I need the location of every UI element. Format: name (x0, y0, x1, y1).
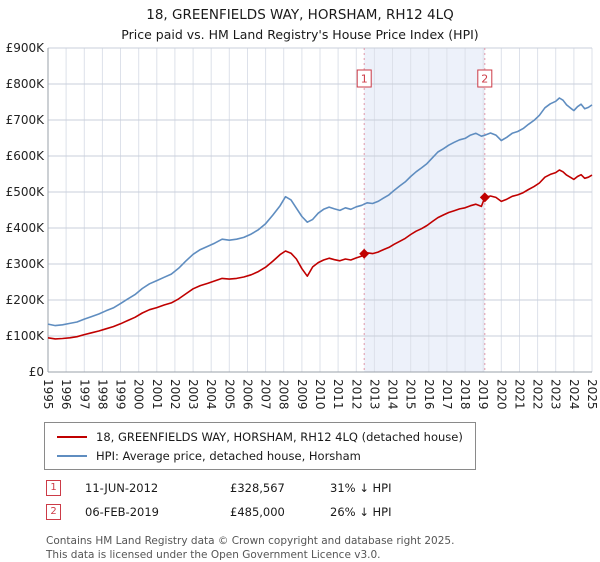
svg-text:£200K: £200K (6, 293, 46, 307)
svg-text:1995: 1995 (41, 379, 55, 410)
svg-text:1999: 1999 (114, 379, 128, 410)
svg-text:£300K: £300K (6, 257, 46, 271)
legend-item-hpi: HPI: Average price, detached house, Hors… (57, 446, 463, 465)
svg-text:2016: 2016 (422, 379, 436, 410)
sale-annotation-1: 1 11-JUN-2012 £328,567 31% ↓ HPI (46, 480, 600, 496)
chart-legend: 18, GREENFIELDS WAY, HORSHAM, RH12 4LQ (… (44, 422, 476, 470)
legend-item-property: 18, GREENFIELDS WAY, HORSHAM, RH12 4LQ (… (57, 427, 463, 446)
svg-text:£800K: £800K (6, 77, 46, 91)
sale-annotations: 1 11-JUN-2012 £328,567 31% ↓ HPI 2 06-FE… (46, 480, 600, 520)
sale-price-1: £328,567 (230, 481, 285, 495)
price-chart: 1 2 £0 £100K £200K £300K £400K £500K £600K £700K £… (6, 42, 599, 410)
sale-date-2: 06-FEB-2019 (85, 505, 159, 519)
chart-header: 18, GREENFIELDS WAY, HORSHAM, RH12 4LQ P… (0, 0, 600, 42)
svg-text:£700K: £700K (6, 113, 46, 127)
page-title: 18, GREENFIELDS WAY, HORSHAM, RH12 4LQ (146, 7, 454, 23)
svg-text:1996: 1996 (59, 379, 73, 410)
svg-text:2010: 2010 (313, 379, 327, 410)
svg-text:2013: 2013 (367, 379, 381, 410)
svg-text:2018: 2018 (458, 379, 472, 410)
sale-flag-1 (356, 69, 372, 88)
svg-text:2004: 2004 (204, 379, 218, 410)
sale-date-1: 11-JUN-2012 (85, 481, 159, 495)
svg-text:2019: 2019 (476, 379, 490, 410)
sale-number-badge-2: 2 (46, 504, 61, 520)
svg-text:2000: 2000 (132, 379, 146, 410)
svg-text:2024: 2024 (567, 379, 581, 410)
svg-text:£900K: £900K (6, 42, 46, 55)
footer-copyright: Contains HM Land Registry data © Crown c… (46, 534, 600, 562)
sale-marker-2 (479, 192, 490, 203)
svg-text:2007: 2007 (259, 379, 273, 410)
legend-label-property: 18, GREENFIELDS WAY, HORSHAM, RH12 4LQ (… (96, 429, 463, 444)
svg-text:2: 2 (481, 73, 488, 86)
svg-text:1: 1 (361, 73, 368, 86)
footer-line-1: Contains HM Land Registry data © Crown c… (46, 535, 455, 547)
svg-text:£100K: £100K (6, 329, 46, 343)
sale-number-badge-1: 1 (46, 480, 61, 496)
svg-text:2008: 2008 (277, 379, 291, 410)
legend-label-hpi: HPI: Average price, detached house, Hors… (96, 448, 361, 463)
svg-text:£0: £0 (29, 365, 44, 379)
sale-marker-1 (359, 248, 370, 259)
svg-text:2003: 2003 (186, 379, 200, 410)
svg-text:£500K: £500K (6, 185, 46, 199)
svg-text:2001: 2001 (150, 379, 164, 410)
svg-text:2025: 2025 (585, 379, 599, 410)
sale-vs-hpi-2: 26% ↓ HPI (330, 505, 392, 519)
footer-line-2: This data is licensed under the Open Gov… (46, 549, 381, 562)
svg-text:£600K: £600K (6, 149, 46, 163)
svg-text:1998: 1998 (95, 379, 109, 410)
sale-flag-2 (477, 69, 493, 88)
svg-text:2022: 2022 (531, 379, 545, 410)
svg-text:2006: 2006 (241, 379, 255, 410)
svg-text:2014: 2014 (386, 379, 400, 410)
sale-vs-hpi-1: 31% ↓ HPI (330, 481, 392, 495)
svg-text:2009: 2009 (295, 379, 309, 410)
sale-period-band (364, 48, 485, 372)
svg-text:2002: 2002 (168, 379, 182, 410)
svg-text:2011: 2011 (331, 379, 345, 410)
svg-text:2021: 2021 (513, 379, 527, 410)
svg-text:2012: 2012 (349, 379, 363, 410)
sale-price-2: £485,000 (230, 505, 285, 519)
svg-text:2015: 2015 (404, 379, 418, 410)
chart-subtitle: Price paid vs. HM Land Registry's House … (121, 27, 479, 42)
svg-text:2017: 2017 (440, 379, 454, 410)
svg-text:2020: 2020 (494, 379, 508, 410)
svg-text:2023: 2023 (549, 379, 563, 410)
sale-annotation-2: 2 06-FEB-2019 £485,000 26% ↓ HPI (46, 504, 600, 520)
legend-line-hpi (57, 454, 87, 457)
svg-text:£400K: £400K (6, 221, 46, 235)
svg-text:1997: 1997 (77, 379, 91, 410)
legend-line-property (57, 435, 87, 438)
svg-text:2005: 2005 (222, 379, 236, 410)
